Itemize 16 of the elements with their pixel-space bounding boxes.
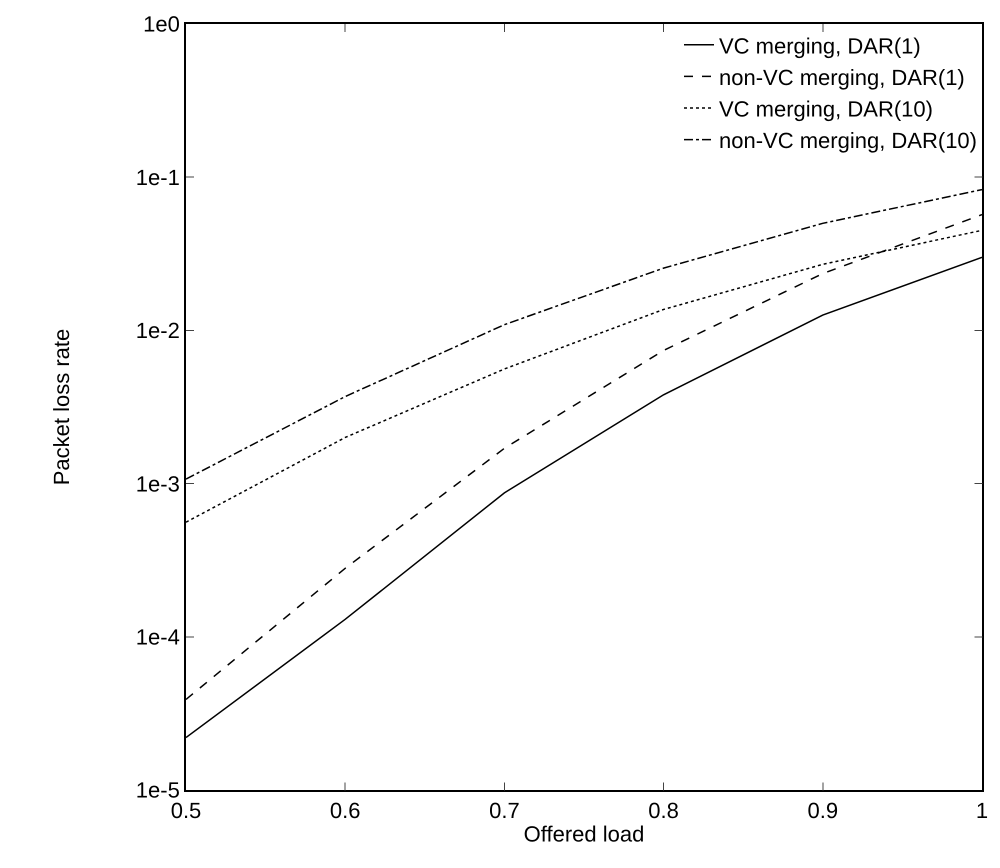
y-tick-label: 1e-3 (136, 471, 180, 496)
legend-label: non-VC merging, DAR(10) (719, 128, 977, 154)
x-tick-label: 0.6 (330, 798, 360, 824)
legend-label: VC merging, DAR(1) (719, 33, 921, 58)
y-tick-label: 1e0 (143, 12, 180, 37)
y-tick-label: 1e-2 (136, 318, 180, 344)
x-tick-label: 1 (976, 798, 988, 824)
x-tick-label: 0.9 (808, 798, 838, 824)
x-tick-label: 0.7 (489, 798, 520, 824)
y-axis-title: Packet loss rate (49, 328, 74, 486)
x-axis-title: Offered load (524, 822, 644, 847)
y-tick-label: 1e-4 (136, 624, 180, 650)
legend-label: non-VC merging, DAR(1) (719, 64, 965, 90)
x-tick-label: 0.8 (648, 798, 679, 824)
y-tick-label: 1e-1 (136, 164, 180, 190)
legend-label: VC merging, DAR(10) (719, 96, 933, 122)
